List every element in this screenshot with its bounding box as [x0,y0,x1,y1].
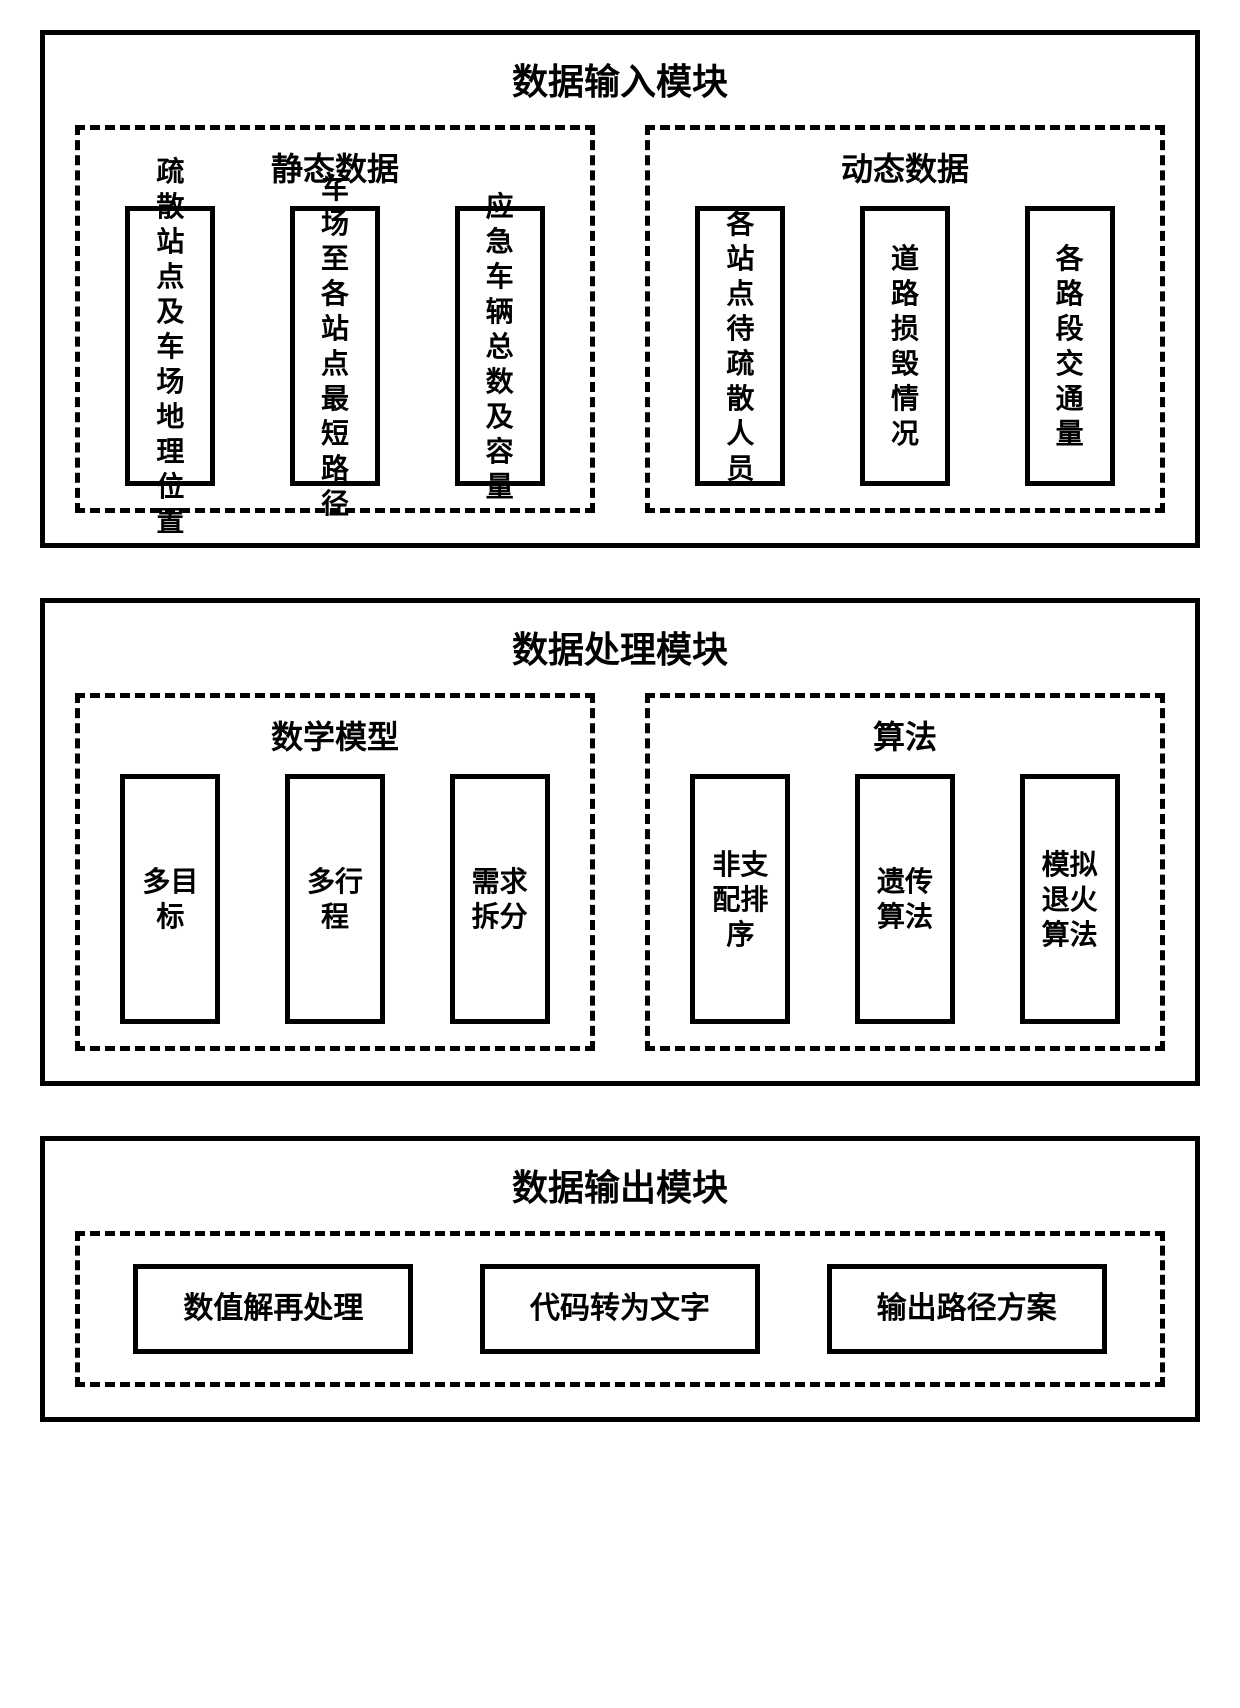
static-data-section: 静态数据 疏散站点及车场地理位置 车场至各站点最短路径 应急车辆总数及容量 [75,125,595,513]
algo-item-1: 遗传算法 [855,774,955,1024]
process-module-title: 数据处理模块 [75,621,1165,673]
dynamic-data-title: 动态数据 [668,144,1142,190]
process-sections: 数学模型 多目标 多行程 需求拆分 算法 非支配排序 遗传算法 模拟退火算法 [75,693,1165,1051]
dynamic-data-section: 动态数据 各站点待疏散人员 道路损毁情况 各路段交通量 [645,125,1165,513]
model-item-0: 多目标 [120,774,220,1024]
input-sections: 静态数据 疏散站点及车场地理位置 车场至各站点最短路径 应急车辆总数及容量 动态… [75,125,1165,513]
static-item-1: 车场至各站点最短路径 [290,206,380,486]
model-section: 数学模型 多目标 多行程 需求拆分 [75,693,595,1051]
static-items: 疏散站点及车场地理位置 车场至各站点最短路径 应急车辆总数及容量 [98,206,572,486]
algo-section: 算法 非支配排序 遗传算法 模拟退火算法 [645,693,1165,1051]
dynamic-item-0: 各站点待疏散人员 [695,206,785,486]
static-item-0: 疏散站点及车场地理位置 [125,206,215,486]
algo-items: 非支配排序 遗传算法 模拟退火算法 [668,774,1142,1024]
model-items: 多目标 多行程 需求拆分 [98,774,572,1024]
output-item-2: 输出路径方案 [827,1264,1107,1354]
output-items: 数值解再处理 代码转为文字 输出路径方案 [110,1264,1130,1354]
model-title: 数学模型 [98,712,572,758]
output-item-1: 代码转为文字 [480,1264,760,1354]
algo-title: 算法 [668,712,1142,758]
input-module-title: 数据输入模块 [75,53,1165,105]
model-item-1: 多行程 [285,774,385,1024]
output-section: 数值解再处理 代码转为文字 输出路径方案 [75,1231,1165,1387]
dynamic-items: 各站点待疏散人员 道路损毁情况 各路段交通量 [668,206,1142,486]
algo-item-0: 非支配排序 [690,774,790,1024]
algo-item-2: 模拟退火算法 [1020,774,1120,1024]
output-item-0: 数值解再处理 [133,1264,413,1354]
model-item-2: 需求拆分 [450,774,550,1024]
process-module: 数据处理模块 数学模型 多目标 多行程 需求拆分 算法 非支配排序 遗传算法 模… [40,598,1200,1086]
static-item-2: 应急车辆总数及容量 [455,206,545,486]
dynamic-item-2: 各路段交通量 [1025,206,1115,486]
dynamic-item-1: 道路损毁情况 [860,206,950,486]
input-module: 数据输入模块 静态数据 疏散站点及车场地理位置 车场至各站点最短路径 应急车辆总… [40,30,1200,548]
output-module: 数据输出模块 数值解再处理 代码转为文字 输出路径方案 [40,1136,1200,1422]
output-module-title: 数据输出模块 [75,1159,1165,1211]
